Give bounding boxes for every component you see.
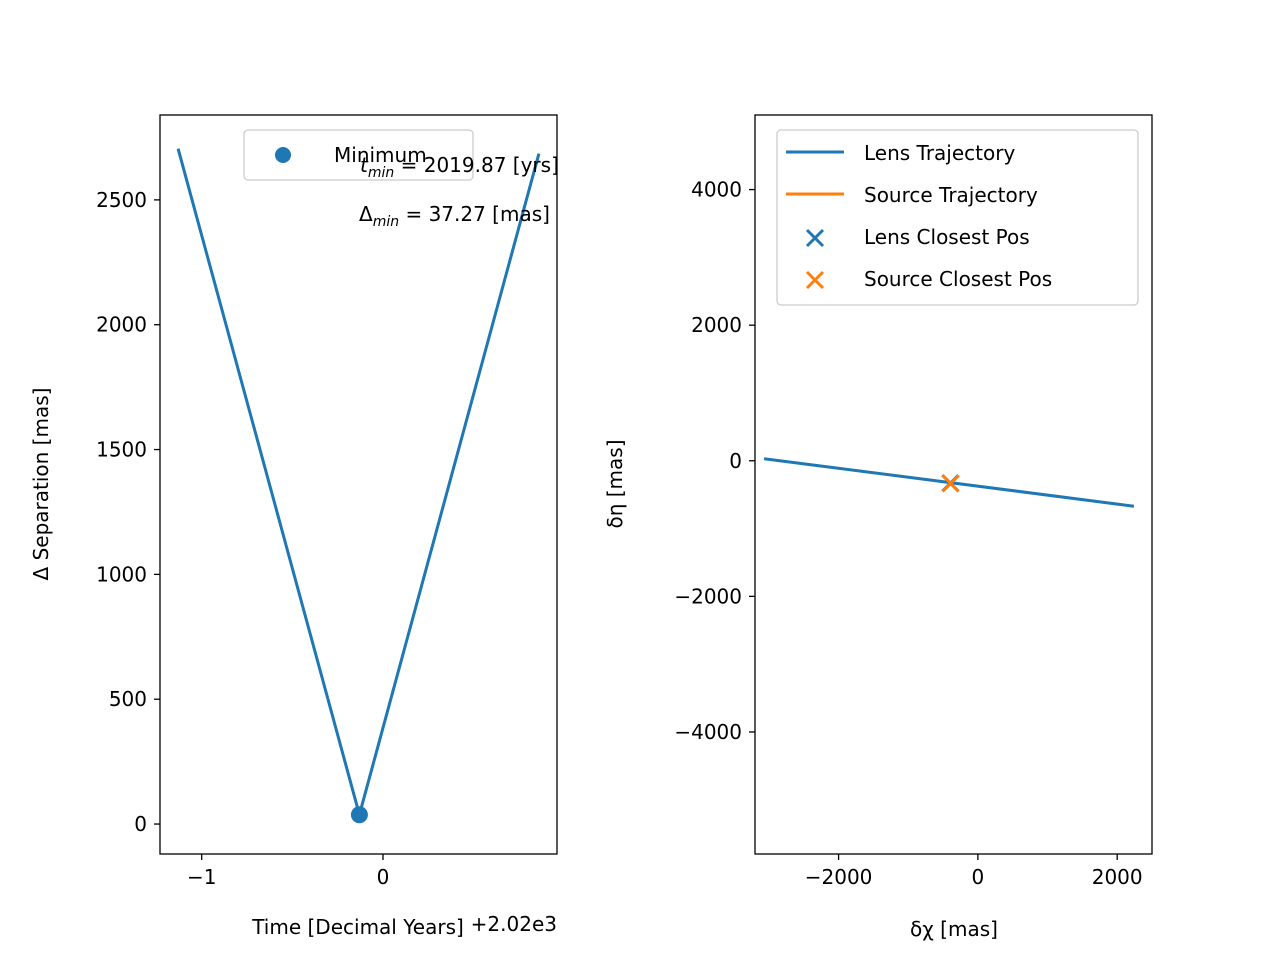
separation-plot-y-tick-label: 0 <box>134 812 147 836</box>
dmin-subscript: min <box>373 214 399 230</box>
trajectory-plot-point-source-closest-pos <box>941 474 960 493</box>
trajectory-plot-y-tick-label: −4000 <box>674 720 742 744</box>
separation-plot-y-label: Δ Separation [mas] <box>29 388 53 581</box>
separation-plot-ticks: −1 0 0 500 1000 1500 2000 2500 <box>96 188 389 889</box>
legend-lens-closest-marker <box>805 228 825 248</box>
legend-box <box>776 129 1139 306</box>
separation-plot-y-tick-label: 2500 <box>96 188 147 212</box>
trajectory-plot-x-tick-label: 2000 <box>1092 865 1143 889</box>
separation-plot-x-label: Time [Decimal Years] <box>251 915 464 939</box>
legend-source-closest-marker <box>805 270 825 290</box>
tmin-value: = 2019.87 [yrs] <box>394 153 559 177</box>
tmin-annotation: tmin = 2019.87 [yrs] <box>360 153 559 181</box>
dmin-value: = 37.27 [mas] <box>399 202 550 226</box>
separation-plot-x-tick-label: −1 <box>187 865 216 889</box>
separation-plot-offset-label: +2.02e3 <box>471 912 557 936</box>
trajectory-plot-x-tick-label: −2000 <box>805 865 873 889</box>
separation-plot-data <box>176 148 541 824</box>
trajectory-plot-y-tick-label: 4000 <box>691 178 742 202</box>
dmin-annotation: Δmin = 37.27 [mas] <box>359 202 550 230</box>
legend-source-trajectory-label: Source Trajectory <box>864 183 1038 207</box>
trajectory-plot-frame <box>754 114 1153 855</box>
trajectory-plot-x-tick-label: 0 <box>972 865 985 889</box>
legend-minimum-marker <box>275 147 291 163</box>
trajectory-plot-y-tick-label: 0 <box>729 449 742 473</box>
legend-source-closest-label: Source Closest Pos <box>864 267 1052 291</box>
separation-plot-frame <box>159 114 558 855</box>
legend-box <box>243 129 474 181</box>
legend-lens-closest-label: Lens Closest Pos <box>864 225 1030 249</box>
dmin-symbol: Δ <box>359 202 373 226</box>
tmin-symbol: t <box>360 153 369 177</box>
legend-lens-trajectory-label: Lens Trajectory <box>864 141 1015 165</box>
trajectory-plot-y-tick-label: 2000 <box>691 313 742 337</box>
separation-plot-point-minimum <box>350 806 368 824</box>
trajectory-plot-legend: Lens Trajectory Source Trajectory Lens C… <box>776 129 1139 306</box>
separation-plot-y-tick-label: 1000 <box>96 562 147 586</box>
trajectory-plot-ticks: −2000 0 2000 −4000 −2000 0 2000 4000 <box>674 178 1142 889</box>
legend-minimum-label: Minimum <box>334 143 427 167</box>
trajectory-plot-x-label: δχ [mas] <box>910 917 998 941</box>
tmin-subscript: min <box>368 165 394 181</box>
trajectory-plot-y-label: δη [mas] <box>603 439 627 528</box>
separation-plot: −1 0 0 500 1000 1500 2000 2500 Time [Decimal Ye… <box>29 114 559 939</box>
separation-plot-y-tick-label: 2000 <box>96 313 147 337</box>
trajectory-plot: −2000 0 2000 −4000 −2000 0 2000 4000 δχ [mas] δ… <box>603 114 1153 941</box>
separation-plot-legend: Minimum <box>243 129 474 181</box>
separation-plot-y-tick-label: 500 <box>109 687 147 711</box>
separation-plot-y-tick-label: 1500 <box>96 438 147 462</box>
separation-plot-x-tick-label: 0 <box>377 865 390 889</box>
trajectory-plot-data <box>763 457 1135 508</box>
trajectory-plot-y-tick-label: −2000 <box>674 584 742 608</box>
